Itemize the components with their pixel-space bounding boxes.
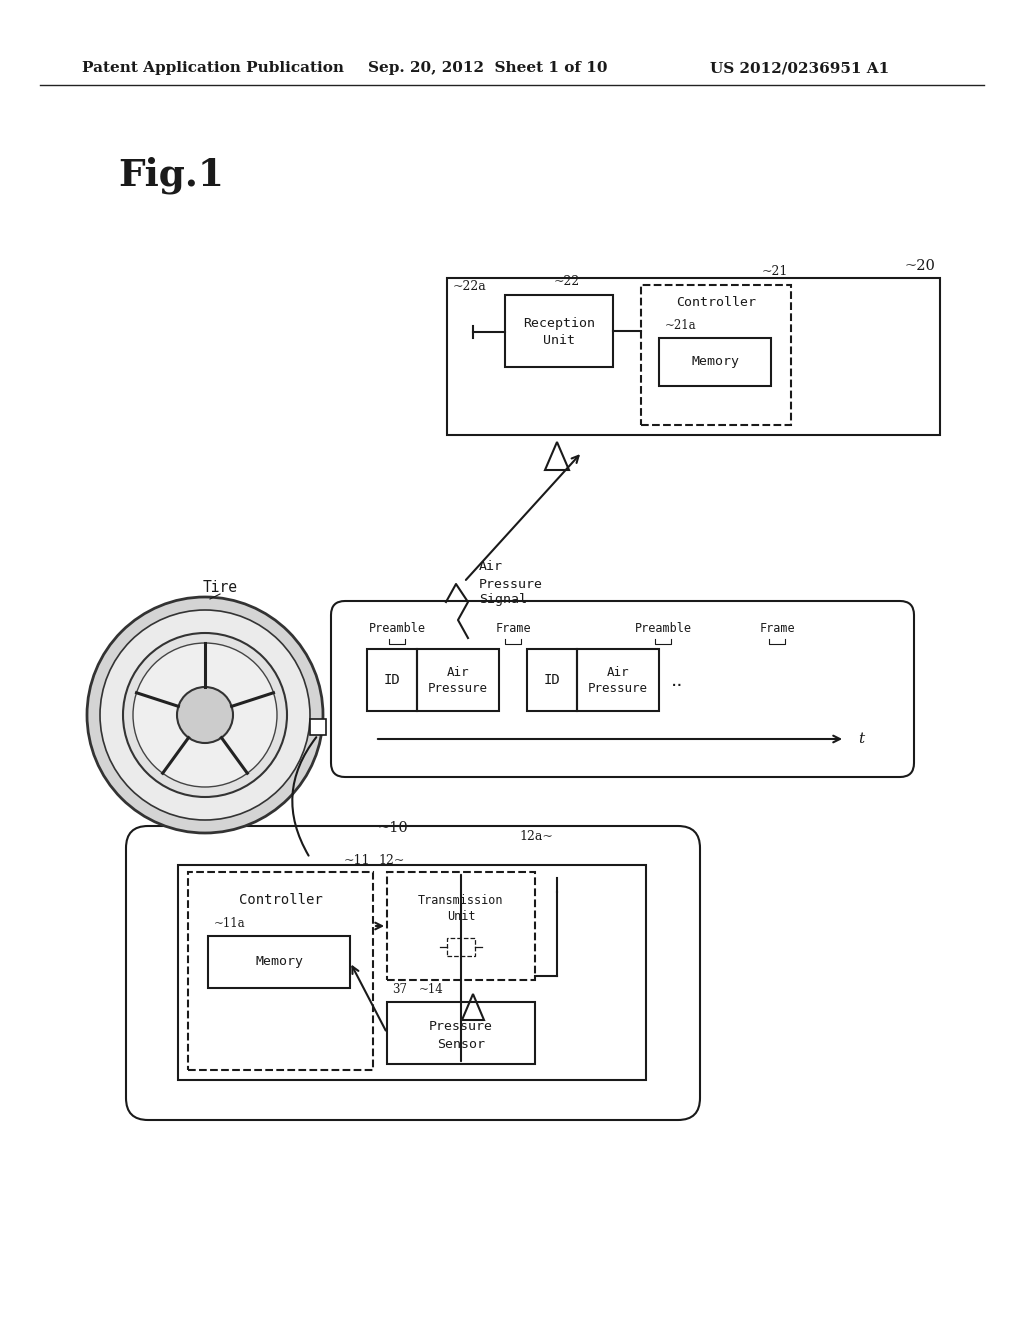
Text: Unit: Unit <box>543 334 575 347</box>
Text: 37: 37 <box>392 983 407 997</box>
Circle shape <box>87 597 323 833</box>
Text: Reception: Reception <box>523 317 595 330</box>
Text: Sep. 20, 2012  Sheet 1 of 10: Sep. 20, 2012 Sheet 1 of 10 <box>368 61 607 75</box>
Text: Fig.1: Fig.1 <box>118 156 224 194</box>
Bar <box>178 865 646 1080</box>
Text: Pressure: Pressure <box>429 1019 493 1032</box>
Text: Signal: Signal <box>479 594 527 606</box>
Text: Patent Application Publication: Patent Application Publication <box>82 61 344 75</box>
Text: Frame: Frame <box>496 623 530 635</box>
Bar <box>367 649 417 711</box>
Text: ~14: ~14 <box>419 983 443 997</box>
Bar <box>310 719 326 735</box>
Text: Unit: Unit <box>446 909 475 923</box>
Text: Controller: Controller <box>239 894 323 907</box>
Text: t: t <box>858 733 864 746</box>
Text: ~10: ~10 <box>378 821 409 836</box>
Text: Memory: Memory <box>691 355 739 368</box>
Text: Controller: Controller <box>676 297 756 309</box>
Text: Pressure: Pressure <box>479 578 543 590</box>
Bar <box>659 338 771 385</box>
Text: Preamble: Preamble <box>369 623 426 635</box>
Text: ~21: ~21 <box>762 265 788 279</box>
Bar <box>447 939 475 956</box>
Text: ID: ID <box>544 673 560 686</box>
Text: Air: Air <box>607 667 630 680</box>
Text: Tire: Tire <box>203 579 238 594</box>
Bar <box>505 294 613 367</box>
Text: ~21a: ~21a <box>665 319 696 333</box>
Text: Transmission: Transmission <box>418 894 504 907</box>
Bar <box>208 936 350 987</box>
Text: ~22a: ~22a <box>454 280 486 293</box>
Bar <box>577 649 659 711</box>
Text: Air: Air <box>446 667 469 680</box>
Bar <box>527 649 577 711</box>
Text: Preamble: Preamble <box>635 623 691 635</box>
Bar <box>417 649 499 711</box>
Text: US 2012/0236951 A1: US 2012/0236951 A1 <box>710 61 889 75</box>
Text: ~11a: ~11a <box>214 917 246 931</box>
Circle shape <box>100 610 310 820</box>
Bar <box>641 285 791 425</box>
Bar <box>188 873 373 1071</box>
Text: ..: .. <box>671 671 683 689</box>
Bar <box>447 279 940 436</box>
Bar <box>387 1002 535 1064</box>
Text: Air: Air <box>479 561 503 573</box>
Text: Memory: Memory <box>255 956 303 969</box>
Text: Sensor: Sensor <box>437 1038 485 1051</box>
Circle shape <box>123 634 287 797</box>
Circle shape <box>177 686 233 743</box>
Circle shape <box>133 643 278 787</box>
Text: Pressure: Pressure <box>588 682 648 696</box>
Text: ID: ID <box>384 673 400 686</box>
Text: ~20: ~20 <box>904 259 935 273</box>
Text: 12a~: 12a~ <box>519 830 553 843</box>
Text: 12~: 12~ <box>379 854 406 867</box>
Text: ~22: ~22 <box>554 275 581 288</box>
Text: Frame: Frame <box>759 623 795 635</box>
Bar <box>387 873 535 979</box>
Text: ~11: ~11 <box>343 854 370 867</box>
Text: Pressure: Pressure <box>428 682 488 696</box>
